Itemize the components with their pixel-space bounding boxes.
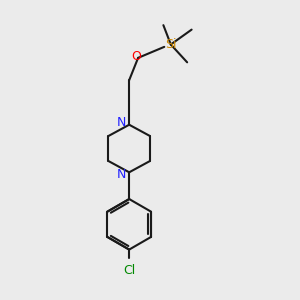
Text: N: N: [117, 168, 127, 181]
Text: O: O: [132, 50, 142, 63]
Text: Si: Si: [165, 38, 177, 51]
Text: Cl: Cl: [123, 264, 135, 277]
Text: N: N: [117, 116, 127, 129]
